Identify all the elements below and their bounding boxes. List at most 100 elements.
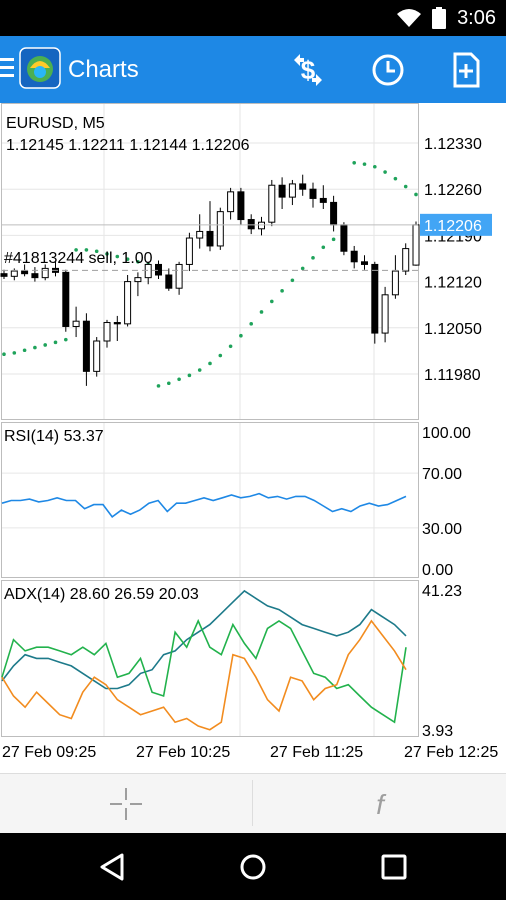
sar-dot [33,345,37,350]
sar-dot [136,260,140,264]
candle-body [381,294,389,334]
ohlc-label: 1.12145 1.12211 1.12144 1.12206 [6,137,250,154]
sar-dot [239,333,243,338]
candle-body [72,320,80,327]
chart-bottom-bar: f [0,773,506,833]
price-tick-label: 1.12120 [424,275,482,292]
price-axis: 1.123301.122601.121901.121201.120501.119… [424,136,482,384]
candle-body [124,281,132,325]
adx-plus-di-line [1,618,407,724]
rsi-label: RSI(14) 53.37 [4,428,104,445]
rsi-line [1,492,407,519]
sar-dot [373,164,377,169]
home-icon[interactable] [237,851,269,883]
candle-body [103,322,111,342]
candle-body [196,230,204,239]
time-tick-label: 27 Feb 10:25 [136,744,230,761]
app-toolbar: Charts $ [0,36,506,103]
sar-dot [2,352,6,356]
bottom-bar-divider [252,780,253,826]
sar-dot [208,361,212,366]
system-nav-bar [0,833,506,900]
adx-tick-label: 41.23 [422,583,462,600]
sar-dot [331,237,336,242]
chart-grid [2,104,418,736]
candle-body [361,261,368,265]
sar-dot [12,351,17,355]
rsi-tick-label: 100.00 [422,425,471,442]
current-price-badge [420,213,492,236]
trade-exchange-icon[interactable]: $ [288,50,328,90]
adx-panel[interactable] [1,580,419,737]
sar-dot [125,257,130,261]
adx-axis: 41.23 3.93 [422,583,462,740]
sar-dot [53,340,58,345]
candle-body [340,224,348,252]
candle-body [330,201,338,226]
sar-dot [311,256,315,260]
sar-dot [352,161,357,165]
sar-dot [280,289,284,293]
back-icon[interactable] [96,851,128,883]
candle-body [93,340,101,372]
candle-body [309,188,317,199]
sar-dot [94,249,99,254]
adx-label: ADX(14) 28.60 26.59 20.03 [4,586,199,603]
indicators-function-icon[interactable]: f [358,784,402,824]
candle-body [299,183,307,190]
sar-dot [115,254,120,259]
crosshair-icon[interactable] [104,784,148,824]
sar-dot [22,348,27,353]
sar-dot [290,278,295,283]
order-label: #41813244 sell, 1.00 [4,250,153,267]
candle-body [227,191,235,213]
new-order-icon[interactable] [446,50,486,90]
time-tick-label: 27 Feb 11:25 [270,744,363,761]
sar-dot [177,377,181,382]
sar-dot [228,344,233,349]
recents-icon[interactable] [378,851,410,883]
symbol-label: EURUSD, M5 [6,115,105,132]
sar-dot [414,192,418,197]
candle-body [0,273,8,277]
candle-body [62,271,70,327]
clock-history-icon[interactable] [368,50,408,90]
rsi-tick-label: 70.00 [422,466,462,483]
sar-dot [259,310,264,314]
svg-text:$: $ [301,55,316,85]
candle-body [41,267,49,279]
parabolic-sar [2,161,418,388]
sar-dot [300,266,305,271]
price-tick-label: 1.11980 [424,367,481,384]
price-panel[interactable] [1,103,419,420]
sar-dot [156,384,161,388]
price-tick-label: 1.12260 [424,182,482,199]
candle-body [10,270,18,277]
candle-body [155,263,162,276]
candle-body [144,263,152,279]
sar-dot [197,368,202,372]
status-bar: 3:06 [0,0,506,36]
candle-body [402,248,410,272]
adx-minus-di-line [1,619,407,731]
sar-dot [383,170,387,174]
candlesticks [0,174,420,386]
candle-body [278,184,286,198]
candle-body [206,230,214,247]
sar-dot [167,381,171,386]
candle-body [185,237,193,265]
adx-tick-label: 3.93 [422,723,453,740]
current-price-value: 1.12206 [424,218,482,235]
sar-dot [321,245,326,250]
candle-body [165,274,173,289]
price-tick-label: 1.12330 [424,136,482,153]
sar-dot [74,248,78,252]
menu-icon[interactable] [0,58,14,80]
candle-body [237,191,245,221]
sar-dot [362,162,367,166]
chart-area[interactable]: EURUSD, M5 1.12145 1.12211 1.12144 1.122… [0,103,506,773]
metatrader-logo-icon[interactable] [18,46,62,90]
sar-dot [84,248,89,252]
candle-body [247,219,255,230]
rsi-tick-label: 0.00 [422,562,453,579]
